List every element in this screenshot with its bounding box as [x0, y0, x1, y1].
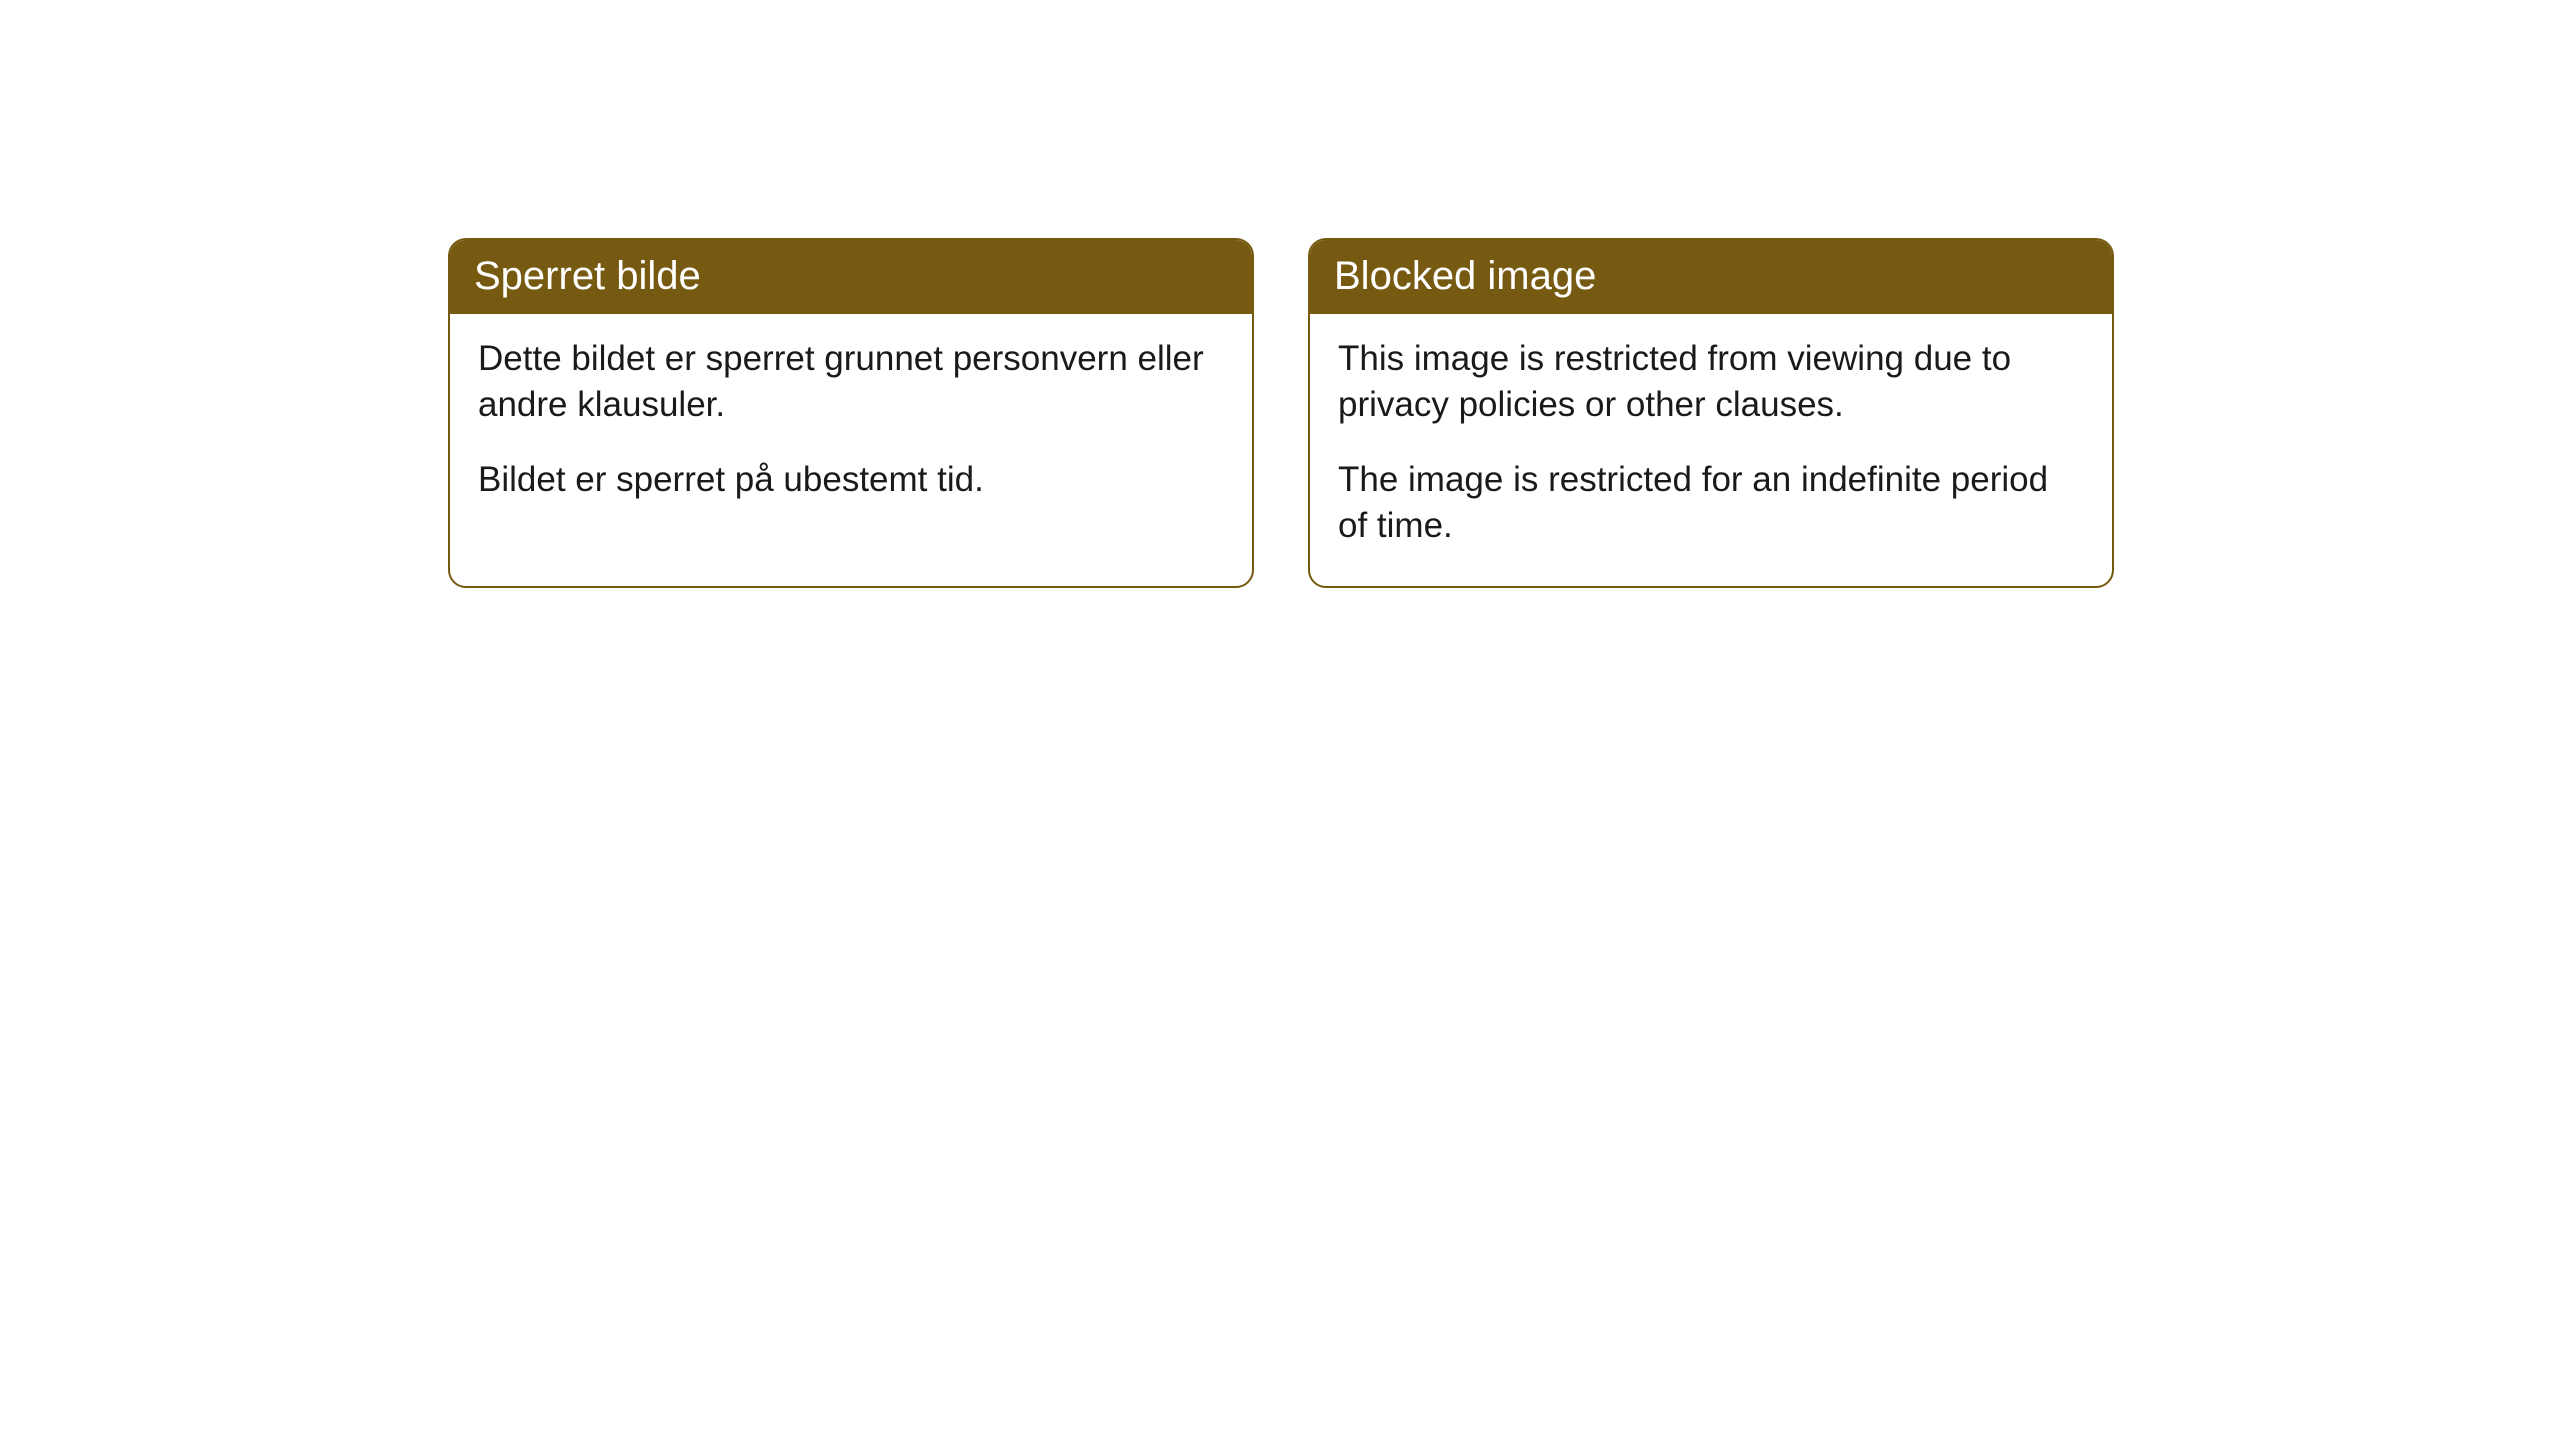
card-body-norwegian: Dette bildet er sperret grunnet personve…: [450, 314, 1252, 541]
notice-paragraph-1: This image is restricted from viewing du…: [1338, 336, 2084, 427]
blocked-image-card-norwegian: Sperret bilde Dette bildet er sperret gr…: [448, 238, 1254, 588]
notice-cards-container: Sperret bilde Dette bildet er sperret gr…: [448, 238, 2114, 588]
notice-paragraph-2: The image is restricted for an indefinit…: [1338, 457, 2084, 548]
card-header-norwegian: Sperret bilde: [450, 240, 1252, 314]
card-body-english: This image is restricted from viewing du…: [1310, 314, 2112, 586]
notice-paragraph-1: Dette bildet er sperret grunnet personve…: [478, 336, 1224, 427]
blocked-image-card-english: Blocked image This image is restricted f…: [1308, 238, 2114, 588]
card-header-english: Blocked image: [1310, 240, 2112, 314]
notice-paragraph-2: Bildet er sperret på ubestemt tid.: [478, 457, 1224, 503]
